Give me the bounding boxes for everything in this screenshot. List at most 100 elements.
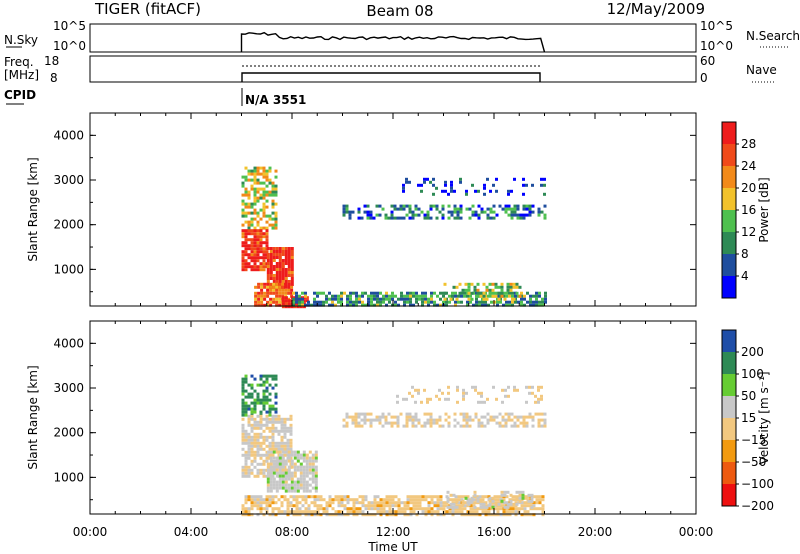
power-cell: [269, 250, 273, 253]
velocity-cell: [538, 495, 542, 499]
velocity-cell: [493, 495, 497, 499]
power-cell: [331, 300, 334, 304]
power-cell: [525, 207, 529, 211]
power-cell: [290, 253, 294, 256]
power-cell: [424, 294, 427, 298]
power-cell: [476, 282, 480, 286]
velocity-cell: [355, 513, 359, 517]
velocity-cell: [271, 420, 275, 424]
velocity-cell: [439, 507, 443, 511]
power-cell: [265, 205, 269, 209]
velocity-cell: [364, 498, 368, 502]
velocity-cell: [412, 498, 416, 502]
velocity-cell: [488, 499, 492, 503]
power-cell: [295, 294, 298, 298]
velocity-cell: [289, 432, 293, 436]
velocity-cell: [334, 498, 338, 502]
velocity-cell: [397, 504, 401, 508]
power-cell: [253, 265, 257, 269]
velocity-cell: [506, 505, 510, 509]
power-cell: [256, 250, 260, 254]
velocity-cell: [290, 459, 294, 463]
power-cell: [313, 297, 316, 301]
velocity-cell: [385, 513, 389, 517]
power-cell: [247, 229, 251, 233]
power-cell: [274, 187, 278, 191]
power-cell: [256, 169, 260, 173]
velocity-cell: [311, 459, 315, 463]
power-cell: [244, 244, 248, 248]
velocity-cell: [262, 441, 266, 445]
power-cell: [259, 208, 263, 212]
power-cell: [269, 253, 273, 256]
velocity-cell: [478, 498, 482, 502]
power-cell: [456, 207, 460, 211]
velocity-cell: [421, 495, 425, 499]
power-cell: [489, 210, 493, 214]
velocity-cell: [535, 495, 539, 499]
power-echo-region: [241, 229, 269, 272]
power-cell: [535, 291, 538, 295]
velocity-cell: [467, 502, 471, 506]
velocity-cell: [272, 477, 276, 481]
velocity-cell: [269, 474, 273, 478]
velocity-cell: [289, 447, 293, 451]
velocity-cell: [455, 505, 459, 509]
power-cell: [535, 294, 538, 298]
velocity-cell: [460, 495, 464, 499]
power-cell: [488, 291, 492, 295]
power-cell: [388, 294, 391, 298]
velocity-cell: [538, 501, 542, 505]
velocity-cell: [319, 495, 323, 499]
velocity-cell: [429, 421, 433, 425]
velocity-cell: [379, 507, 383, 511]
velocity-cell: [259, 498, 263, 502]
velocity-cell: [493, 501, 497, 505]
velocity-cell: [277, 447, 281, 451]
velocity-cell: [308, 477, 312, 481]
velocity-cell: [275, 465, 279, 469]
velocity-cell: [328, 504, 332, 508]
velocity-cell: [331, 501, 335, 505]
velocity-cell: [275, 471, 279, 475]
velocity-cell: [466, 513, 470, 517]
power-colorbar-label: 12: [741, 225, 756, 239]
velocity-cell: [543, 412, 547, 416]
power-cell: [301, 303, 304, 307]
power-cell: [399, 207, 403, 211]
velocity-cell: [266, 456, 270, 460]
velocity-cell: [467, 499, 471, 503]
velocity-cell: [373, 513, 377, 517]
power-cell: [259, 196, 263, 200]
velocity-cell: [454, 510, 458, 514]
velocity-cell: [532, 507, 536, 511]
velocity-cell: [250, 453, 254, 457]
velocity-cell: [271, 407, 275, 411]
power-cell: [405, 177, 408, 181]
power-cell: [473, 285, 477, 289]
power-cell: [384, 213, 388, 217]
velocity-cell: [511, 495, 515, 499]
velocity-cell: [253, 474, 257, 478]
velocity-cell: [415, 504, 419, 508]
velocity-cell: [296, 468, 300, 472]
velocity-cell: [334, 513, 338, 517]
velocity-cell: [293, 483, 297, 487]
power-cell: [244, 268, 248, 272]
velocity-cell: [278, 450, 282, 454]
velocity-cell: [535, 498, 539, 502]
power-cell: [415, 294, 418, 298]
velocity-echo-region: [266, 450, 318, 493]
power-cell: [241, 256, 245, 260]
power-colorbar-segment: [722, 166, 736, 188]
power-cell: [266, 288, 270, 292]
velocity-cell: [393, 415, 397, 419]
power-cell: [367, 303, 370, 307]
velocity-cell: [253, 417, 257, 421]
power-cell: [266, 303, 270, 307]
power-cell: [247, 256, 251, 260]
velocity-cell: [274, 447, 278, 451]
velocity-cell: [259, 417, 263, 421]
velocity-cell: [283, 435, 287, 439]
power-cell: [346, 300, 349, 304]
